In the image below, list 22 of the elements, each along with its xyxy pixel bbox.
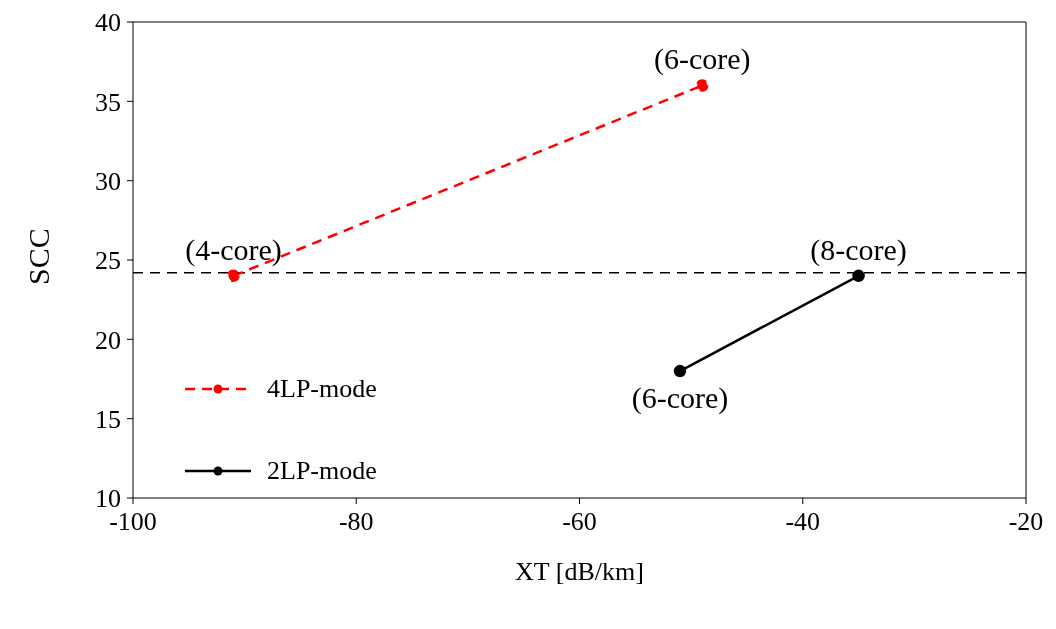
- annotation: (4-core): [185, 232, 282, 267]
- x-tick-label: -60: [562, 507, 597, 537]
- x-tick-label: -80: [338, 507, 374, 537]
- point: [227, 269, 240, 283]
- y-tick-label: 30: [95, 166, 121, 196]
- annotation: (6-core): [653, 42, 751, 77]
- legend-label: 2LP-mode: [267, 455, 377, 486]
- x-axis-title: XT [dB/km]: [515, 557, 644, 586]
- y-tick-label: 40: [95, 8, 121, 38]
- legend-label: 4LP-mode: [267, 374, 377, 404]
- y-tick-label: 25: [95, 246, 121, 276]
- x-tick-label: -40: [785, 507, 821, 537]
- x-tick-label: -20: [1008, 507, 1044, 537]
- point: [852, 269, 865, 283]
- annotation: (6-core): [631, 381, 729, 416]
- y-tick-label: 20: [95, 325, 121, 355]
- y-tick-label: 15: [95, 404, 121, 434]
- point: [673, 364, 687, 378]
- y-tick-label: 35: [95, 87, 121, 117]
- y-axis-title: SCC: [21, 228, 55, 285]
- annotation: (8-core): [810, 232, 907, 267]
- point: [696, 79, 709, 92]
